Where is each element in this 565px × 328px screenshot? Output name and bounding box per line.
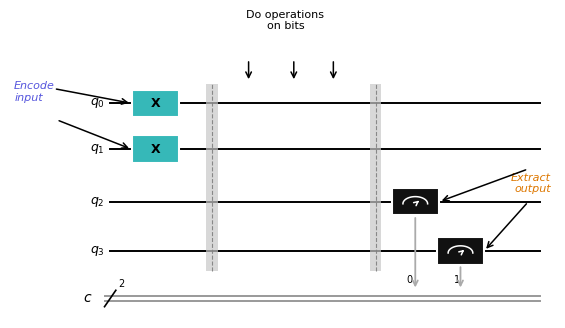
Text: $q_1$: $q_1$ (90, 142, 105, 156)
Text: Extract
output: Extract output (511, 173, 551, 195)
Bar (370, 84, 381, 271)
Text: $q_3$: $q_3$ (90, 244, 105, 258)
Text: X: X (150, 97, 160, 110)
Text: Do operations
on bits: Do operations on bits (246, 10, 324, 31)
Text: 0: 0 (407, 276, 412, 285)
Text: X: X (150, 143, 160, 156)
Bar (206, 84, 218, 271)
Bar (132, 90, 179, 117)
Text: 2: 2 (118, 279, 125, 289)
Bar (132, 135, 179, 163)
Text: $q_2$: $q_2$ (90, 195, 105, 209)
Text: Encode
input: Encode input (14, 81, 55, 103)
Text: 1: 1 (454, 276, 459, 285)
Bar (437, 237, 484, 265)
Bar (392, 188, 439, 215)
Text: c: c (84, 292, 92, 305)
Text: $q_0$: $q_0$ (90, 96, 105, 110)
